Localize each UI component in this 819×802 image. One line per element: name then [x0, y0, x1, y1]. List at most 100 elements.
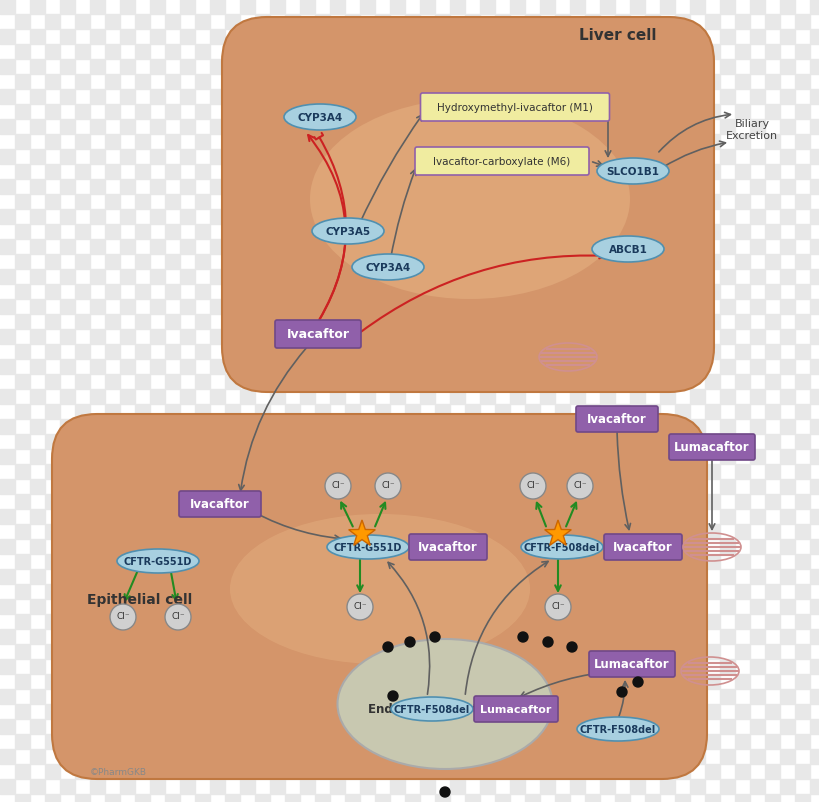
Bar	[734, 734, 749, 749]
Bar	[314, 225, 329, 240]
Bar	[600, 240, 614, 255]
Bar	[629, 689, 645, 704]
Bar	[0, 569, 15, 585]
Bar	[479, 390, 495, 404]
Bar	[210, 359, 224, 375]
Bar	[600, 599, 614, 614]
Bar	[689, 30, 704, 45]
Bar	[45, 404, 60, 419]
Bar	[405, 525, 419, 539]
Bar	[329, 180, 345, 195]
Bar	[689, 480, 704, 494]
Bar	[645, 794, 659, 802]
Bar	[434, 135, 450, 150]
Text: Hydroxymethyl-ivacaftor (M1): Hydroxymethyl-ivacaftor (M1)	[437, 103, 592, 113]
Bar	[60, 269, 75, 285]
Bar	[285, 195, 300, 210]
Bar	[135, 314, 150, 330]
Bar	[240, 359, 255, 375]
Bar	[314, 585, 329, 599]
Bar	[600, 180, 614, 195]
Bar	[645, 404, 659, 419]
Bar	[659, 150, 674, 164]
Bar	[345, 794, 360, 802]
Bar	[405, 225, 419, 240]
Bar	[434, 464, 450, 480]
Bar	[345, 45, 360, 60]
Bar	[554, 135, 569, 150]
Bar	[345, 285, 360, 300]
Bar	[360, 599, 374, 614]
Bar	[779, 119, 794, 135]
Bar	[554, 554, 569, 569]
Bar	[645, 164, 659, 180]
Bar	[749, 480, 764, 494]
Bar	[210, 509, 224, 525]
Bar	[15, 704, 30, 719]
Bar	[120, 90, 135, 105]
Bar	[30, 689, 45, 704]
Bar	[165, 135, 180, 150]
Bar	[495, 554, 509, 569]
Bar	[704, 614, 719, 630]
Bar	[135, 674, 150, 689]
Bar	[629, 719, 645, 734]
Bar	[809, 330, 819, 345]
Bar	[105, 794, 120, 802]
Bar	[345, 345, 360, 359]
Bar	[210, 269, 224, 285]
Bar	[60, 60, 75, 75]
Bar	[180, 509, 195, 525]
Bar	[120, 689, 135, 704]
Bar	[105, 285, 120, 300]
Bar	[165, 704, 180, 719]
Bar	[794, 644, 809, 659]
Bar	[90, 539, 105, 554]
Bar	[15, 554, 30, 569]
Bar	[689, 599, 704, 614]
Bar	[314, 644, 329, 659]
Bar	[30, 630, 45, 644]
Bar	[479, 539, 495, 554]
Bar	[540, 599, 554, 614]
Bar	[600, 539, 614, 554]
Bar	[479, 719, 495, 734]
Bar	[15, 404, 30, 419]
Bar	[180, 300, 195, 314]
Bar	[569, 390, 584, 404]
Ellipse shape	[591, 237, 663, 263]
Bar	[314, 734, 329, 749]
Bar	[285, 45, 300, 60]
Bar	[195, 464, 210, 480]
Bar	[554, 75, 569, 90]
Bar	[464, 285, 479, 300]
Bar	[60, 150, 75, 164]
Bar	[135, 255, 150, 269]
Bar	[300, 300, 314, 314]
Bar	[390, 719, 405, 734]
Bar	[390, 689, 405, 704]
Bar	[434, 225, 450, 240]
Bar	[45, 764, 60, 779]
Bar	[674, 314, 689, 330]
Bar	[495, 585, 509, 599]
Bar	[509, 599, 524, 614]
Bar	[329, 300, 345, 314]
Bar	[645, 494, 659, 509]
Bar	[165, 75, 180, 90]
Bar	[734, 375, 749, 390]
Bar	[405, 105, 419, 119]
Bar	[374, 45, 390, 60]
Bar	[269, 359, 285, 375]
Bar	[150, 119, 165, 135]
Bar	[704, 375, 719, 390]
Bar	[434, 704, 450, 719]
Bar	[0, 630, 15, 644]
Bar	[195, 285, 210, 300]
Bar	[419, 180, 434, 195]
Bar	[629, 330, 645, 345]
Bar	[0, 719, 15, 734]
Bar	[674, 75, 689, 90]
Bar	[255, 734, 269, 749]
Bar	[734, 285, 749, 300]
